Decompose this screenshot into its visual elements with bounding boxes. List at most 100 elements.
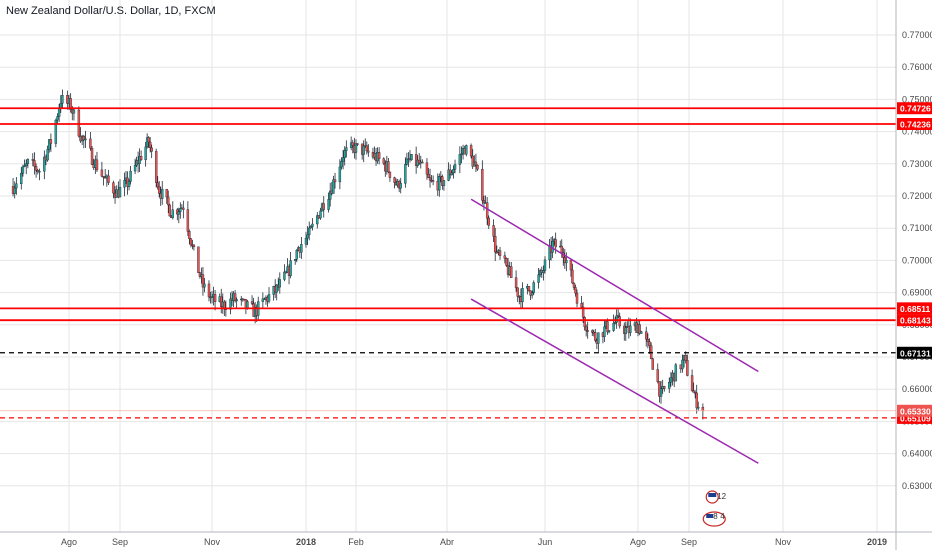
candle-body	[681, 359, 684, 370]
candle-body	[250, 301, 254, 304]
x-tick-label: Ago	[630, 537, 646, 547]
candle-body	[474, 161, 478, 166]
candle-body	[311, 223, 314, 227]
y-tick-label: 0.77000	[902, 30, 932, 40]
candle-body	[469, 145, 473, 157]
candle-body	[427, 173, 430, 178]
candle-body	[686, 360, 689, 376]
channel-line-upper[interactable]	[470, 198, 759, 373]
candle-body	[521, 288, 524, 303]
candle-body	[72, 109, 76, 114]
candle-body	[129, 170, 132, 182]
candle-body	[460, 153, 463, 156]
candle-body	[319, 210, 322, 219]
y-tick-label: 0.73000	[902, 159, 932, 169]
x-tick-label: Nov	[775, 537, 792, 547]
candle-body	[107, 175, 110, 183]
price-tag	[897, 302, 932, 315]
candle-body	[554, 239, 557, 248]
candle-body	[656, 369, 659, 382]
candle-body	[594, 332, 597, 341]
candle-body	[56, 116, 59, 121]
candle-body	[118, 187, 122, 198]
candle-body	[684, 354, 687, 361]
candle-body	[154, 151, 158, 183]
candle-body	[158, 186, 161, 194]
candle-body	[289, 260, 292, 276]
candle-body	[581, 306, 585, 318]
candle-body	[20, 172, 23, 185]
candle-body	[300, 244, 303, 253]
candle-body	[492, 225, 495, 237]
candle-body	[580, 303, 583, 308]
candle-body	[144, 146, 147, 160]
candle-body	[229, 298, 232, 310]
candle-body	[235, 299, 238, 302]
x-tick-label: Ago	[61, 537, 77, 547]
candle-body	[327, 199, 330, 210]
channel-line-lower[interactable]	[470, 298, 759, 464]
candle-body	[498, 250, 502, 256]
candle-body	[690, 375, 694, 392]
candle-body	[697, 406, 700, 409]
candle-body	[165, 188, 168, 198]
candle-body	[90, 148, 94, 165]
candle-body	[388, 171, 392, 178]
candle-body	[565, 259, 568, 264]
price-tag-label: 0.67131	[900, 348, 931, 358]
candle-body	[659, 388, 663, 397]
candle-body	[493, 236, 497, 253]
candle-body	[13, 187, 16, 194]
chart-title: New Zealand Dollar/U.S. Dollar, 1D, FXCM	[6, 5, 216, 17]
candle-body	[624, 327, 628, 334]
candle-body	[48, 139, 51, 150]
candle-body	[61, 95, 64, 104]
flag-icon-canton	[708, 493, 717, 497]
candle-body	[645, 331, 648, 340]
candle-body	[571, 269, 574, 284]
candle-body	[49, 139, 53, 144]
candle-body	[328, 190, 332, 200]
price-tag-label: 0.74236	[900, 120, 931, 130]
x-tick-label: Sep	[112, 537, 128, 547]
candle-body	[43, 156, 46, 172]
candle-body	[112, 182, 115, 194]
x-tick-label: Abr	[440, 537, 454, 547]
candle-body	[33, 160, 36, 167]
candle-body	[57, 108, 61, 117]
candle-body	[382, 158, 385, 164]
candle-body	[186, 209, 190, 232]
candle-body	[138, 156, 141, 164]
candle-body	[572, 282, 576, 288]
event-count-label: 8	[713, 512, 718, 521]
price-tag	[897, 102, 932, 115]
candle-body	[21, 166, 25, 174]
candle-body	[453, 164, 457, 170]
candle-body	[338, 166, 342, 183]
candle-body	[38, 171, 41, 173]
event-marker[interactable]: 12	[705, 490, 727, 504]
candle-body	[356, 143, 359, 145]
candle-body	[615, 315, 618, 323]
candle-body	[304, 237, 308, 245]
candle-body	[351, 142, 354, 146]
candle-body	[452, 169, 455, 174]
candle-body	[450, 172, 454, 176]
candle-body	[584, 326, 588, 331]
candle-body	[150, 147, 153, 152]
candle-body	[145, 137, 149, 148]
candle-body	[295, 250, 298, 260]
candle-body	[26, 159, 30, 164]
candle-body	[316, 215, 319, 225]
candle-body	[586, 330, 589, 332]
candle-body	[612, 323, 615, 331]
candle-body	[648, 341, 651, 346]
candle-body	[123, 180, 126, 188]
candle-body	[629, 325, 632, 333]
candle-body	[651, 358, 655, 370]
x-tick-label: 2019	[867, 537, 887, 547]
candle-body	[532, 282, 535, 293]
